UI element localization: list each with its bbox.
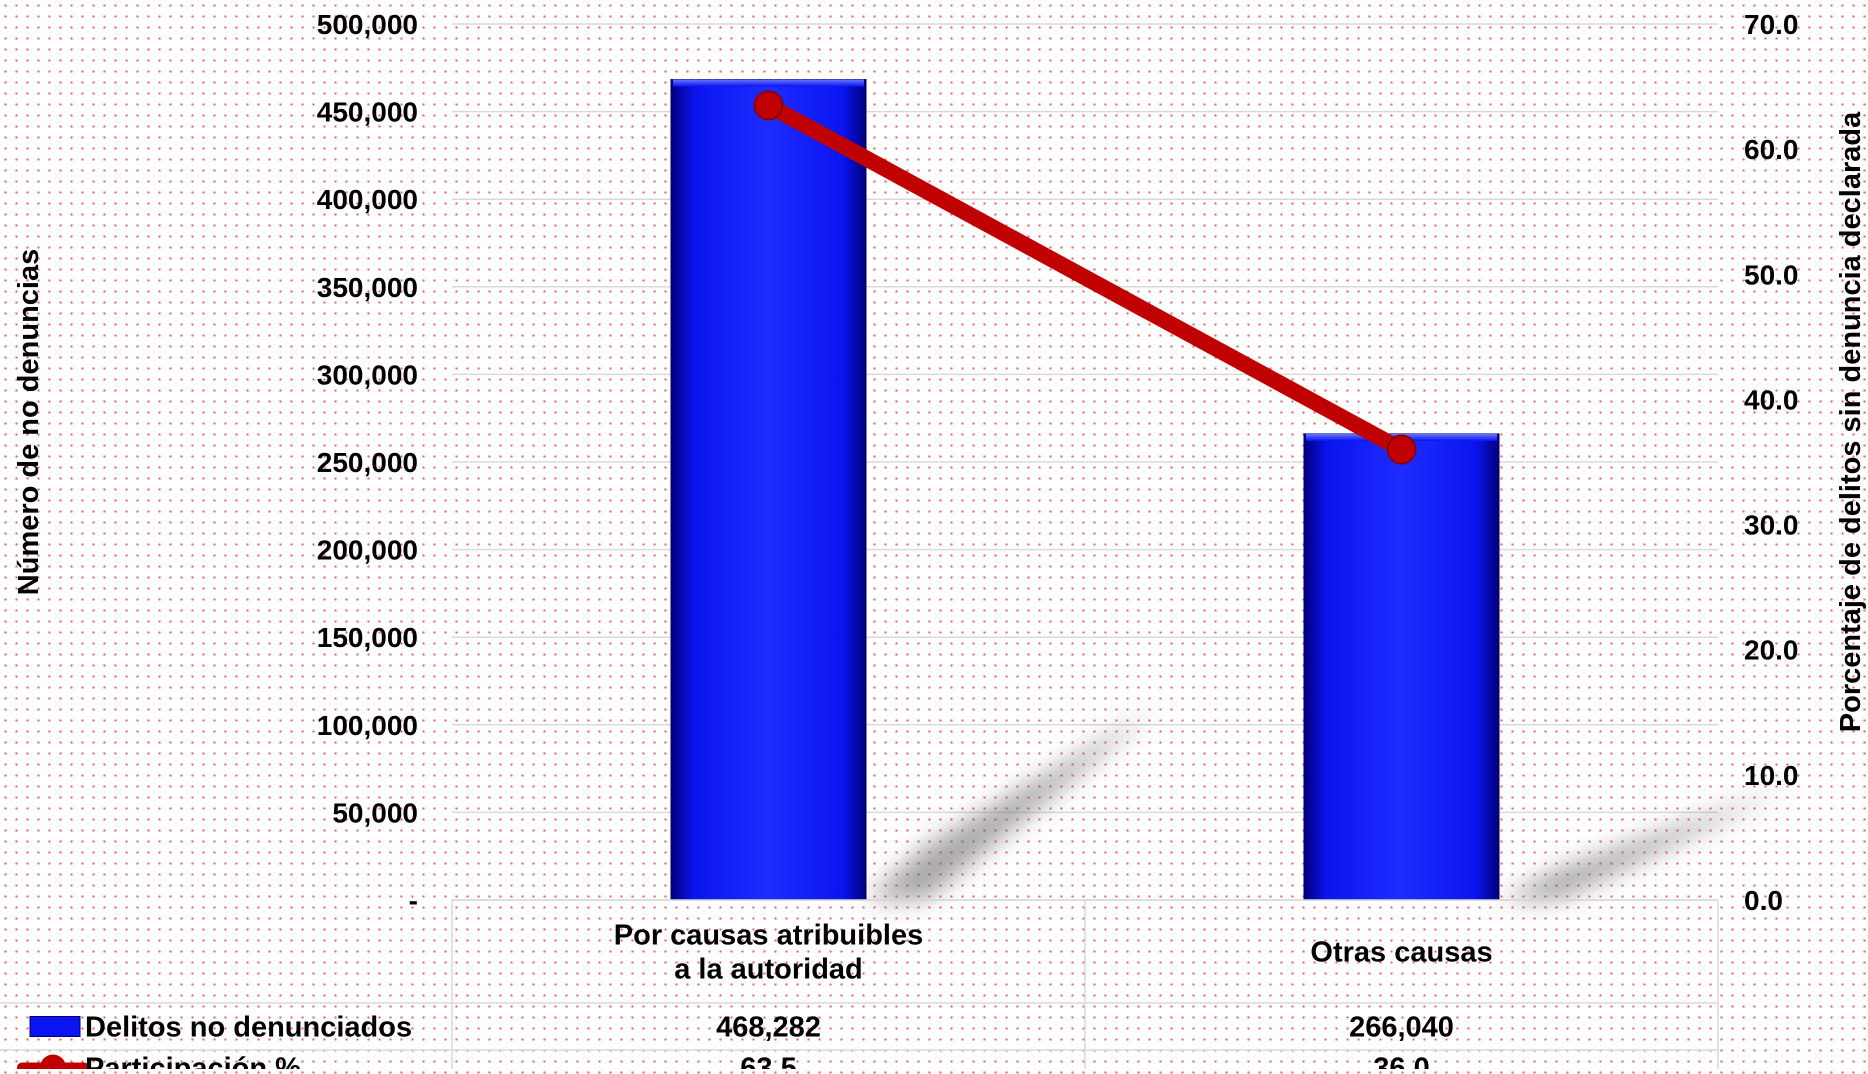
data-label: 36.0 [1373, 1053, 1429, 1070]
category-label: Por causas atribuibles [614, 920, 923, 952]
axes: - 50,000 100,000 150,000 200,000 250,000 300,0… [13, 9, 1867, 916]
y-tick-label: 150,000 [317, 622, 418, 653]
y2-tick-label: 60.0 [1744, 134, 1799, 165]
y2-tick-label: 20.0 [1744, 635, 1799, 666]
bar-shadows [866, 709, 1789, 900]
bar-top-highlight [673, 79, 864, 87]
y2-tick-label: 30.0 [1744, 510, 1799, 541]
category-label: a la autoridad [674, 954, 863, 986]
bar [1303, 433, 1500, 901]
y2-axis-title: Porcentaje de delitos sin denuncia decla… [1835, 111, 1867, 732]
y2-tick-label: 50.0 [1744, 259, 1799, 290]
y2-tick-label: 40.0 [1744, 384, 1799, 415]
data-label: 468,282 [716, 1012, 821, 1044]
bar-shadow [1499, 787, 1789, 900]
legend-label: Participación % [85, 1053, 301, 1070]
y-tick-label: 450,000 [317, 97, 418, 128]
y-tick-label: 500,000 [317, 9, 418, 40]
y-tick-label: 100,000 [317, 710, 418, 741]
y-tick-label: - [409, 885, 418, 916]
y2-tick-label: 70.0 [1744, 9, 1799, 40]
bar-shadow [866, 709, 1156, 900]
y-tick-label: 300,000 [317, 359, 418, 390]
category-label: Otras causas [1310, 937, 1492, 969]
gridlines [452, 23, 1718, 901]
y-tick-label: 200,000 [317, 535, 418, 566]
line-point [1386, 434, 1417, 465]
y2-tick-label: 10.0 [1744, 760, 1799, 791]
line-point [753, 90, 784, 121]
y-tick-label: 50,000 [332, 797, 418, 828]
legend-key-bar [29, 1016, 81, 1037]
data-label: 63.5 [740, 1053, 796, 1070]
legend-key-marker [40, 1054, 66, 1074]
bars [670, 79, 1500, 901]
y2-tick-label: 0.0 [1744, 885, 1783, 916]
y-axis-title: Número de no denuncias [13, 249, 45, 595]
y-tick-label: 400,000 [317, 184, 418, 215]
y-tick-label: 250,000 [317, 447, 418, 478]
data-label: 266,040 [1349, 1012, 1454, 1044]
bar [670, 79, 867, 901]
line-series [753, 90, 1417, 465]
y-tick-label: 350,000 [317, 272, 418, 303]
line-series-path [760, 97, 1410, 458]
legend-label: Delitos no denunciados [85, 1012, 412, 1044]
